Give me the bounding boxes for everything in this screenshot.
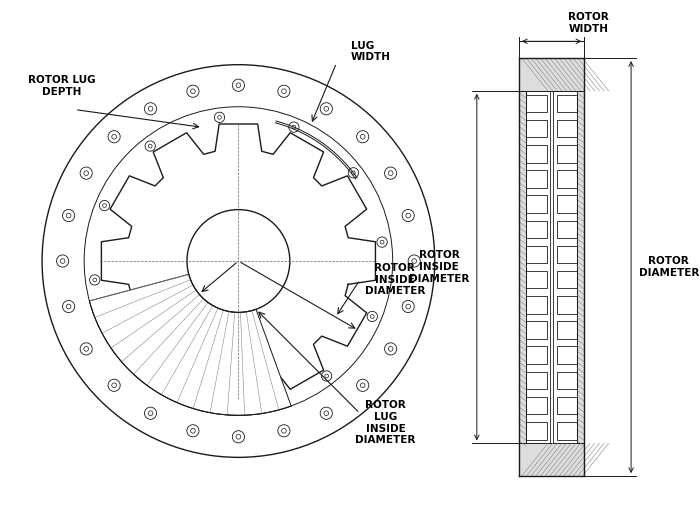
Bar: [556, 271, 577, 289]
Bar: [556, 120, 577, 137]
Text: ROTOR LUG
DEPTH: ROTOR LUG DEPTH: [28, 75, 96, 97]
Bar: [526, 321, 547, 339]
Bar: [556, 170, 577, 188]
Text: LUG
WIDTH: LUG WIDTH: [351, 41, 391, 63]
Bar: [526, 195, 547, 213]
Polygon shape: [90, 275, 291, 416]
Bar: [526, 220, 547, 238]
Bar: [556, 246, 577, 263]
Polygon shape: [519, 443, 584, 476]
Bar: [556, 195, 577, 213]
Bar: [556, 397, 577, 414]
Bar: [526, 120, 547, 137]
Bar: [526, 347, 547, 364]
Bar: [556, 347, 577, 364]
Text: ROTOR
WIDTH: ROTOR WIDTH: [568, 12, 609, 34]
Bar: [526, 296, 547, 314]
Bar: [526, 422, 547, 440]
Bar: [526, 170, 547, 188]
Bar: [556, 94, 577, 112]
Bar: [526, 246, 547, 263]
Bar: [556, 321, 577, 339]
Bar: [556, 372, 577, 389]
Bar: [526, 372, 547, 389]
Bar: [556, 296, 577, 314]
Bar: [526, 271, 547, 289]
Bar: [526, 94, 547, 112]
Text: ROTOR
DIAMETER: ROTOR DIAMETER: [638, 256, 699, 278]
Bar: [556, 422, 577, 440]
Bar: [519, 91, 526, 443]
Bar: [556, 220, 577, 238]
Bar: [526, 145, 547, 163]
Polygon shape: [519, 58, 584, 91]
Bar: [526, 397, 547, 414]
Bar: [577, 91, 584, 443]
Bar: [556, 145, 577, 163]
Text: ROTOR
INSIDE
DIAMETER: ROTOR INSIDE DIAMETER: [409, 251, 469, 283]
Text: ROTOR
INSIDE
DIAMETER: ROTOR INSIDE DIAMETER: [365, 263, 425, 296]
Text: ROTOR
LUG
INSIDE
DIAMETER: ROTOR LUG INSIDE DIAMETER: [356, 400, 416, 445]
